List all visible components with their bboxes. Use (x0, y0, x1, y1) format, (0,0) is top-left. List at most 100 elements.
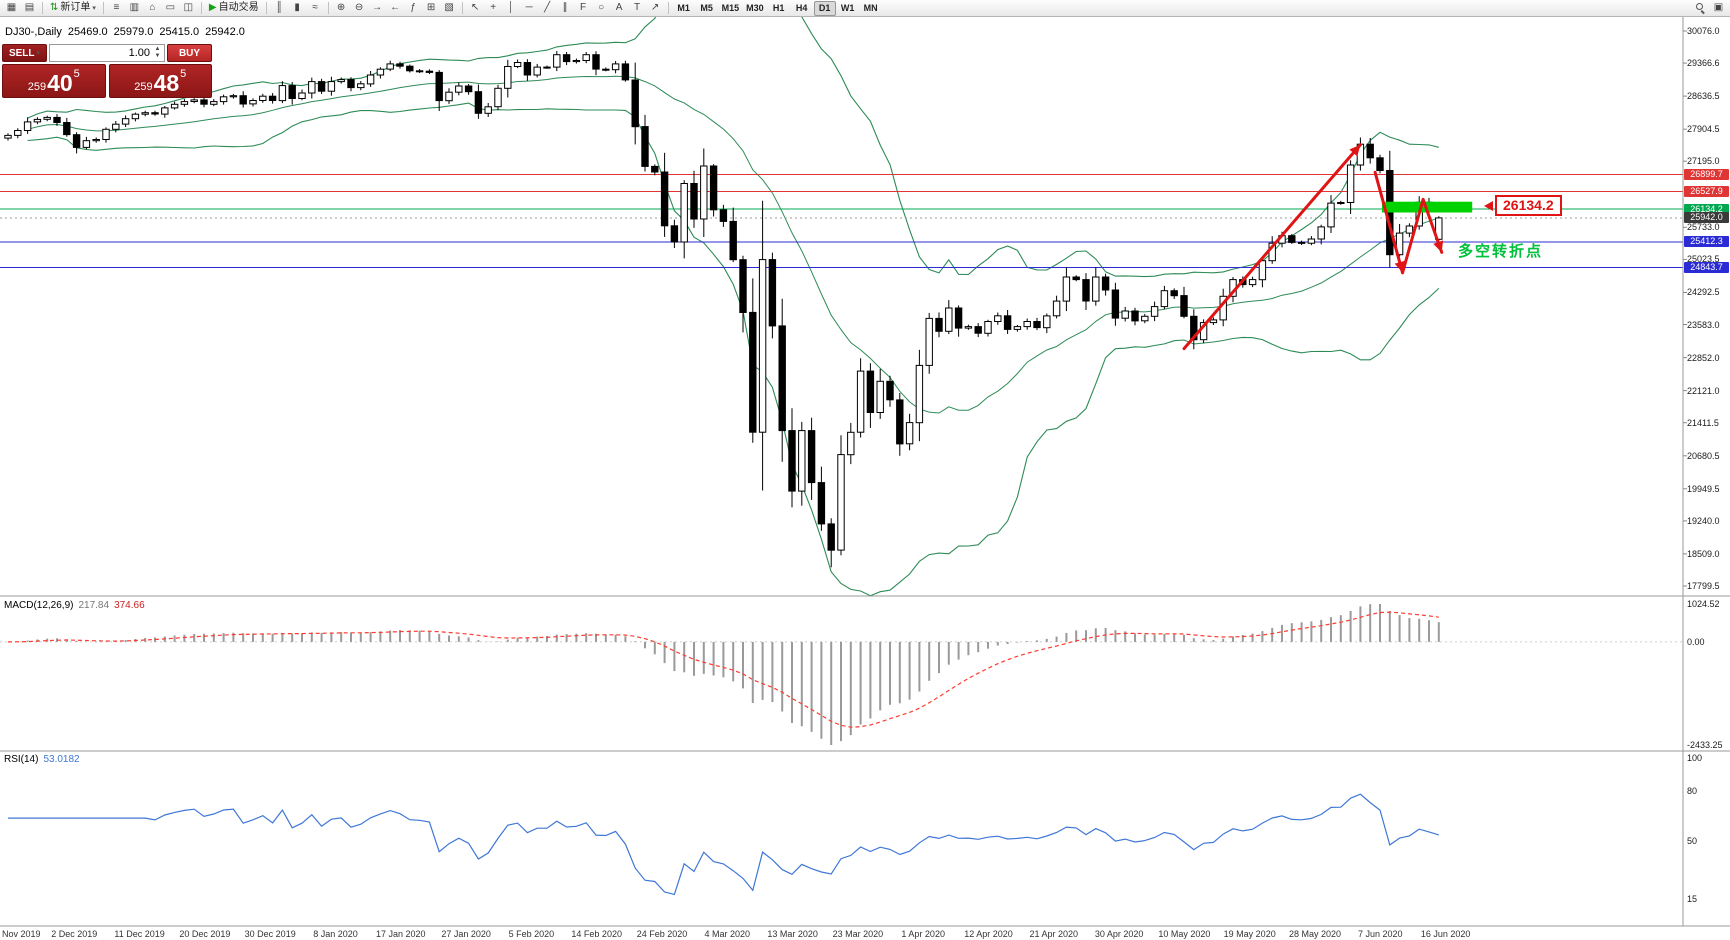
zoom-out-button[interactable]: ⊖ (351, 1, 368, 16)
templates-button[interactable]: ▧ (441, 1, 458, 16)
buy-price-tile[interactable]: 259 48 5 (108, 64, 212, 98)
price-axis-label: 18509.0 (1687, 548, 1720, 559)
sell-button-label: SELL (8, 47, 35, 59)
price-badge: 26899.7 (1684, 169, 1729, 181)
macd-axis-label: 1024.52 (1687, 599, 1720, 609)
price-axis-label: 19240.0 (1687, 515, 1720, 526)
text-tool-icon: A (615, 2, 623, 13)
vertical-line-tool-button[interactable]: │ (503, 1, 520, 16)
indicators-list-button[interactable]: ƒ (405, 1, 422, 16)
price-axis[interactable]: 30076.0 29366.6 28636.5 27904.5 27195.0 25733… (1684, 0, 1730, 940)
zoom-in-button[interactable]: ⊕ (333, 1, 350, 16)
market-watch-button[interactable]: ≡ (108, 1, 125, 16)
volume-up-icon[interactable]: ▲ (154, 46, 161, 52)
toolbar-separator (102, 2, 104, 14)
chart-settings-button[interactable]: ▣ (1710, 1, 1727, 16)
volume-input[interactable] (50, 45, 164, 61)
bar-chart-button[interactable]: ║ (271, 1, 288, 16)
chart-profiles-icon: ▤ (24, 2, 35, 13)
new-chart-icon: ▦ (6, 2, 17, 13)
price-badge: 26134.2 (1684, 203, 1729, 215)
price-badge: 26527.9 (1684, 185, 1729, 197)
crosshair-button[interactable]: + (485, 1, 502, 16)
rsi-indicator-label: RSI(14) 53.0182 (4, 754, 85, 765)
main-toolbar: ▦ ▤ ⇅ 新订单 ▾ ≡ ▥ ⌂ ▭ ◫ ▶ 自动交易 ║ ▮ ≈ ⊕ ⊖ → ← ƒ ⊞ ▧ ↖ + │ ─ ╱ ∥ F ○ A T ↗ M1… (0, 0, 1730, 17)
rsi-pane (8, 793, 1439, 896)
price-badge: 24843.7 (1684, 262, 1729, 274)
trendline-tool-button[interactable]: ╱ (539, 1, 556, 16)
new-order-button[interactable]: ⇅ 新订单 ▾ (47, 1, 99, 16)
fibonacci-tool-button[interactable]: F (575, 1, 592, 16)
price-axis-label: 22852.0 (1687, 352, 1720, 363)
timeframe-mn-button[interactable]: MN (860, 1, 882, 16)
macd-main-value: 217.84 (78, 600, 110, 611)
label-tool-button[interactable]: T (629, 1, 646, 16)
price-axis-label: 22121.0 (1687, 385, 1720, 396)
channel-tool-button[interactable]: ∥ (557, 1, 574, 16)
main-chart-plot (0, 17, 1683, 596)
cursor-button[interactable]: ↖ (467, 1, 484, 16)
terminal-button[interactable]: ▭ (162, 1, 179, 16)
turning-point-annotation[interactable]: 多空转折点 (1458, 243, 1544, 260)
timeframe-d1-button[interactable]: D1 (813, 0, 836, 16)
zoom-out-icon: ⊖ (354, 2, 364, 13)
volume-down-icon[interactable]: ▼ (154, 53, 161, 59)
channel-tool-icon: ∥ (562, 2, 568, 13)
auto-trading-button[interactable]: ▶ 自动交易 (206, 1, 262, 16)
horizontal-line-tool-button[interactable]: ─ (521, 1, 538, 16)
arrow-left-icon (1484, 200, 1493, 211)
bar-chart-icon: ║ (275, 2, 283, 13)
new-order-icon: ⇅ (50, 2, 59, 13)
shapes-tool-icon: ○ (598, 2, 605, 13)
terminal-icon: ▭ (165, 2, 176, 13)
toolbar-separator (265, 2, 267, 14)
price-axis-label: 24292.5 (1687, 287, 1720, 298)
timeframe-h4-button[interactable]: H4 (791, 1, 813, 16)
toolbar-separator (667, 2, 669, 14)
chevron-down-icon: ▾ (92, 5, 96, 12)
price-callout[interactable]: 26134.2 (1484, 195, 1562, 216)
vertical-line-tool-icon: │ (507, 2, 515, 13)
shapes-tool-button[interactable]: ○ (593, 1, 610, 16)
data-window-button[interactable]: ▥ (126, 1, 143, 16)
timeframe-m1-button[interactable]: M1 (673, 1, 695, 16)
ohlc-low: 25415.0 (159, 26, 200, 38)
timeframe-m15-button[interactable]: M15 (719, 1, 743, 16)
price-axis-label: 30076.0 (1687, 26, 1720, 36)
timeframe-m5-button[interactable]: M5 (696, 1, 718, 16)
navigator-button[interactable]: ⌂ (144, 1, 161, 16)
chart-shift-button[interactable]: ← (387, 1, 404, 16)
symbol-search-button[interactable] (1692, 1, 1709, 16)
timeframe-w1-button[interactable]: W1 (837, 1, 859, 16)
macd-signal-value: 374.66 (114, 600, 145, 611)
price-callout-value: 26134.2 (1495, 195, 1562, 216)
timeframe-label: M15 (721, 3, 740, 13)
text-tool-button[interactable]: A (611, 1, 628, 16)
sell-button[interactable]: SELL ▾ (2, 44, 47, 62)
arrows-tool-icon: ↗ (650, 2, 660, 13)
rsi-axis-label: 100 (1687, 753, 1703, 763)
timeframe-h1-button[interactable]: H1 (768, 1, 790, 16)
auto-trading-label: 自动交易 (218, 2, 259, 13)
price-axis-label: 25023.5 (1687, 254, 1720, 265)
chart-profiles-button[interactable]: ▤ (21, 1, 38, 16)
strategy-tester-button[interactable]: ◫ (180, 1, 197, 16)
buy-button[interactable]: BUY (167, 44, 212, 62)
line-chart-button[interactable]: ≈ (307, 1, 324, 16)
new-chart-button[interactable]: ▦ (3, 1, 20, 16)
buy-button-label: BUY (178, 47, 201, 59)
auto-scroll-button[interactable]: → (369, 1, 386, 16)
timeframe-m30-button[interactable]: M30 (743, 1, 767, 16)
grid-icon: ⊞ (426, 2, 436, 13)
sell-price-big: 40 (47, 70, 73, 96)
auto-trading-icon: ▶ (208, 2, 217, 13)
ohlc-high: 25979.0 (113, 26, 154, 38)
grid-button[interactable]: ⊞ (423, 1, 440, 16)
volume-field: ▲ ▼ (49, 44, 165, 62)
sell-price-tile[interactable]: 259 40 5 (2, 64, 106, 98)
candlestick-chart-button[interactable]: ▮ (289, 1, 306, 16)
arrows-tool-button[interactable]: ↗ (647, 1, 664, 16)
price-axis-label: 17799.5 (1687, 581, 1720, 591)
macd-indicator-label: MACD(12,26,9) 217.84 374.66 (4, 600, 150, 611)
